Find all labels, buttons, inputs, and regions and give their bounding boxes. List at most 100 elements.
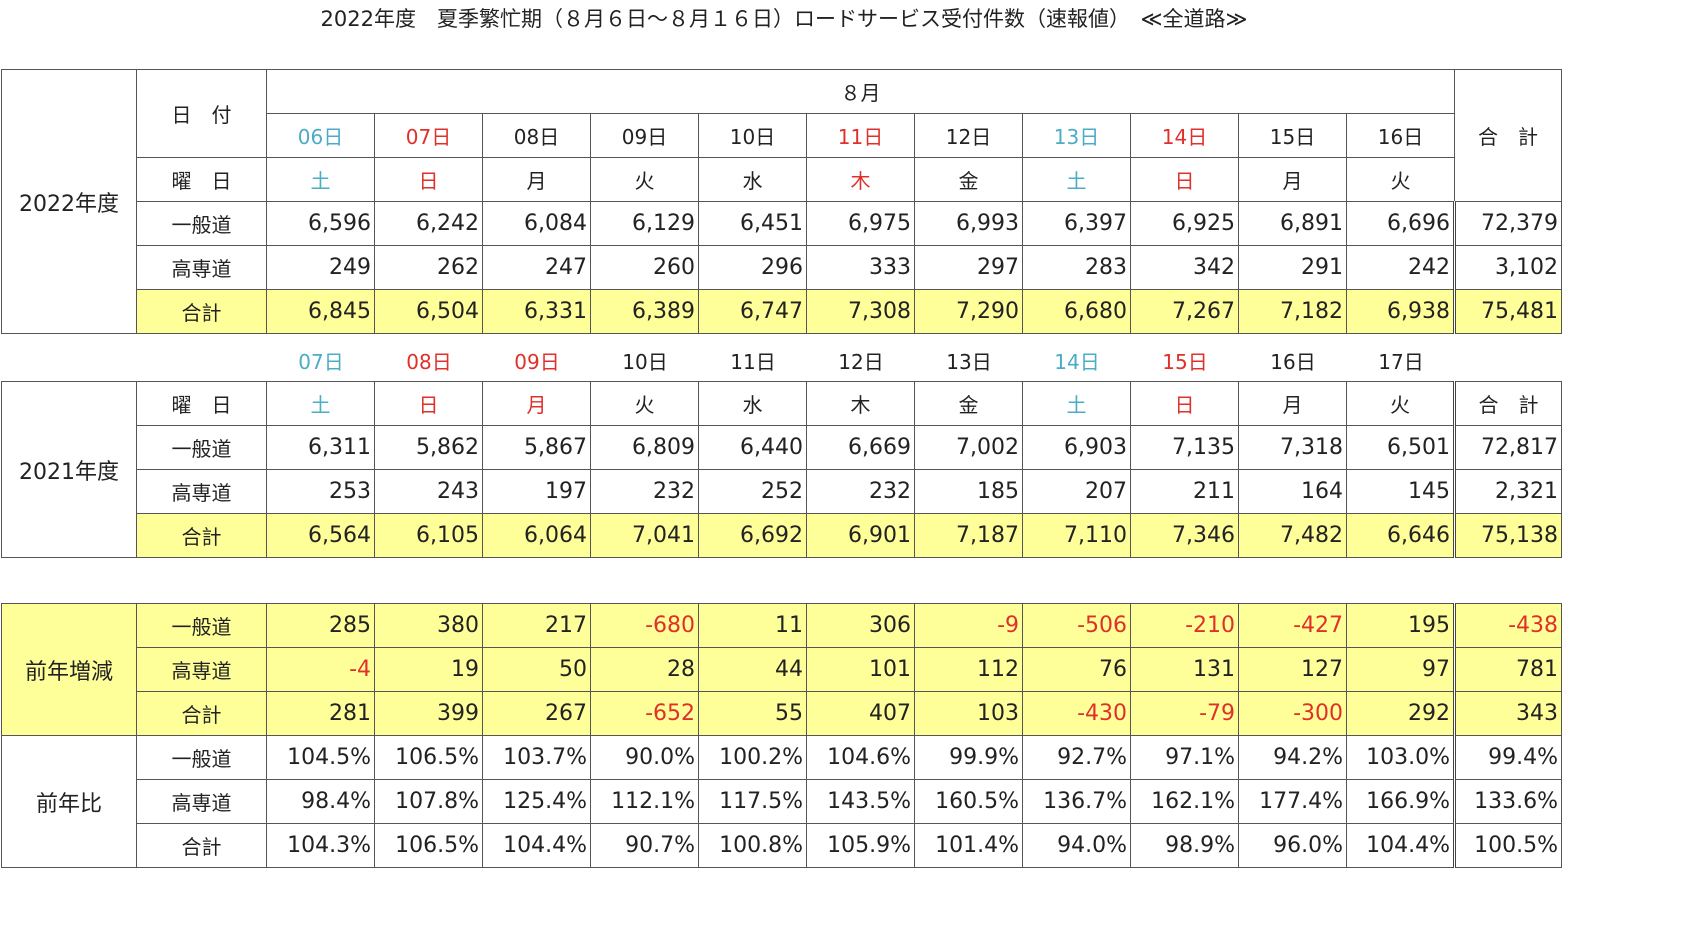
- express-value-2021: 252: [698, 469, 807, 514]
- diff-general-value: -680: [590, 603, 699, 648]
- date-cell-2021: 14日: [1054, 350, 1100, 374]
- diff-total-value: -300: [1238, 691, 1347, 736]
- total-value: 6,938: [1346, 289, 1455, 334]
- ratio-general-value-total: 99.4%: [1453, 735, 1562, 780]
- general-value: 6,925: [1130, 201, 1239, 246]
- general-value: 6,129: [590, 201, 699, 246]
- ratio-total-value: 106.5%: [374, 823, 483, 868]
- ratio-express-value: 125.4%: [482, 779, 591, 824]
- general-value-2021: 6,440: [698, 425, 807, 470]
- ratio-total-value: 104.3%: [266, 823, 375, 868]
- express-value: 262: [374, 245, 483, 290]
- diff-total-value-total: 343: [1453, 691, 1562, 736]
- general-value-2021: 5,862: [374, 425, 483, 470]
- diff-general-value: -210: [1130, 603, 1239, 648]
- weekday-cell-2021: 水: [698, 381, 807, 426]
- ratio-total-value: 104.4%: [1346, 823, 1455, 868]
- diff-total-value: 399: [374, 691, 483, 736]
- diff-express-label: 高専道: [136, 647, 267, 692]
- diff-express-value: 131: [1130, 647, 1239, 692]
- date-cell-2021: 09日: [514, 350, 560, 374]
- general-value-2021: 7,318: [1238, 425, 1347, 470]
- general-value: 6,451: [698, 201, 807, 246]
- diff-general-value: 195: [1346, 603, 1455, 648]
- express-value-2021: 243: [374, 469, 483, 514]
- weekday-cell-2021: 木: [806, 381, 915, 426]
- ratio-general-value: 104.6%: [806, 735, 915, 780]
- diff-general-value: -9: [914, 603, 1023, 648]
- diff-express-value: 97: [1346, 647, 1455, 692]
- date-cell-2021: 15日: [1162, 350, 1208, 374]
- general-value-2021-total: 72,817: [1453, 425, 1562, 470]
- express-value: 342: [1130, 245, 1239, 290]
- total-value-2021: 7,482: [1238, 513, 1347, 558]
- diff-general-value: 217: [482, 603, 591, 648]
- express-value: 297: [914, 245, 1023, 290]
- diff-express-value: 112: [914, 647, 1023, 692]
- express-value: 283: [1022, 245, 1131, 290]
- date-cell-2021: 12日: [838, 350, 884, 374]
- diff-general-label: 一般道: [136, 603, 267, 648]
- weekday-cell-2021: 日: [1130, 381, 1239, 426]
- date-cell-2021: 16日: [1270, 350, 1316, 374]
- express-value-2021: 164: [1238, 469, 1347, 514]
- diff-general-value: 306: [806, 603, 915, 648]
- diff-express-value: 127: [1238, 647, 1347, 692]
- total-value: 6,680: [1022, 289, 1131, 334]
- diff-total-label: 合計: [136, 691, 267, 736]
- ratio-express-value: 136.7%: [1022, 779, 1131, 824]
- total-value-2021: 6,105: [374, 513, 483, 558]
- ratio-express-value: 166.9%: [1346, 779, 1455, 824]
- expressway-label: 高専道: [136, 245, 267, 290]
- total-value-2021: 7,187: [914, 513, 1023, 558]
- date-cell: 07日: [374, 113, 483, 158]
- total-value-2021: 7,110: [1022, 513, 1131, 558]
- general-value: 6,397: [1022, 201, 1131, 246]
- diff-total-value: -430: [1022, 691, 1131, 736]
- general-road-label-2021: 一般道: [136, 425, 267, 470]
- table-2021: 2021年度 曜 日 土日月火水木金土日月火合 計 一般道 6,311 5,862…: [1, 381, 1562, 558]
- ratio-label: 前年比: [1, 735, 137, 868]
- diff-general-value-total: -438: [1453, 603, 1562, 648]
- weekday-cell: 月: [482, 157, 591, 202]
- weekday-cell: 金: [914, 157, 1023, 202]
- weekday-cell: 水: [698, 157, 807, 202]
- weekday-label-2021: 曜 日: [136, 381, 267, 426]
- date-cell: 15日: [1238, 113, 1347, 158]
- general-value-2021: 7,135: [1130, 425, 1239, 470]
- express-value: 242: [1346, 245, 1455, 290]
- total-value: 6,504: [374, 289, 483, 334]
- general-value-2021: 6,809: [590, 425, 699, 470]
- diff-general-value: 380: [374, 603, 483, 648]
- diff-express-value-total: 781: [1453, 647, 1562, 692]
- express-value-2021: 211: [1130, 469, 1239, 514]
- ratio-total-value: 90.7%: [590, 823, 699, 868]
- date-cell-2021: 13日: [946, 350, 992, 374]
- ratio-general-label: 一般道: [136, 735, 267, 780]
- date-cell: 13日: [1022, 113, 1131, 158]
- total-value: 6,845: [266, 289, 375, 334]
- ratio-total-value: 105.9%: [806, 823, 915, 868]
- table-comparison: 前年増減 一般道 285 380 217 -680 11 306 -9 -506 -210 -42…: [1, 603, 1562, 868]
- express-value-2021: 232: [806, 469, 915, 514]
- weekday-cell: 土: [1022, 157, 1131, 202]
- ratio-general-value: 106.5%: [374, 735, 483, 780]
- ratio-total-value: 101.4%: [914, 823, 1023, 868]
- general-value: 6,696: [1346, 201, 1455, 246]
- ratio-express-value: 112.1%: [590, 779, 699, 824]
- ratio-general-value: 100.2%: [698, 735, 807, 780]
- total-value: 6,389: [590, 289, 699, 334]
- weekday-cell-2021: 日: [374, 381, 483, 426]
- diff-express-value: 19: [374, 647, 483, 692]
- ratio-express-value-total: 133.6%: [1453, 779, 1562, 824]
- general-road-label: 一般道: [136, 201, 267, 246]
- express-value: 291: [1238, 245, 1347, 290]
- general-value-2021: 6,669: [806, 425, 915, 470]
- diff-total-value: 267: [482, 691, 591, 736]
- general-value-2021: 6,501: [1346, 425, 1455, 470]
- diff-general-value: -427: [1238, 603, 1347, 648]
- total-value-2021: 7,346: [1130, 513, 1239, 558]
- diff-express-value: 101: [806, 647, 915, 692]
- date-cell: 14日: [1130, 113, 1239, 158]
- page-title: 2022年度 夏季繁忙期（８月６日～８月１６日）ロードサービス受付件数（速報値）…: [320, 7, 1248, 31]
